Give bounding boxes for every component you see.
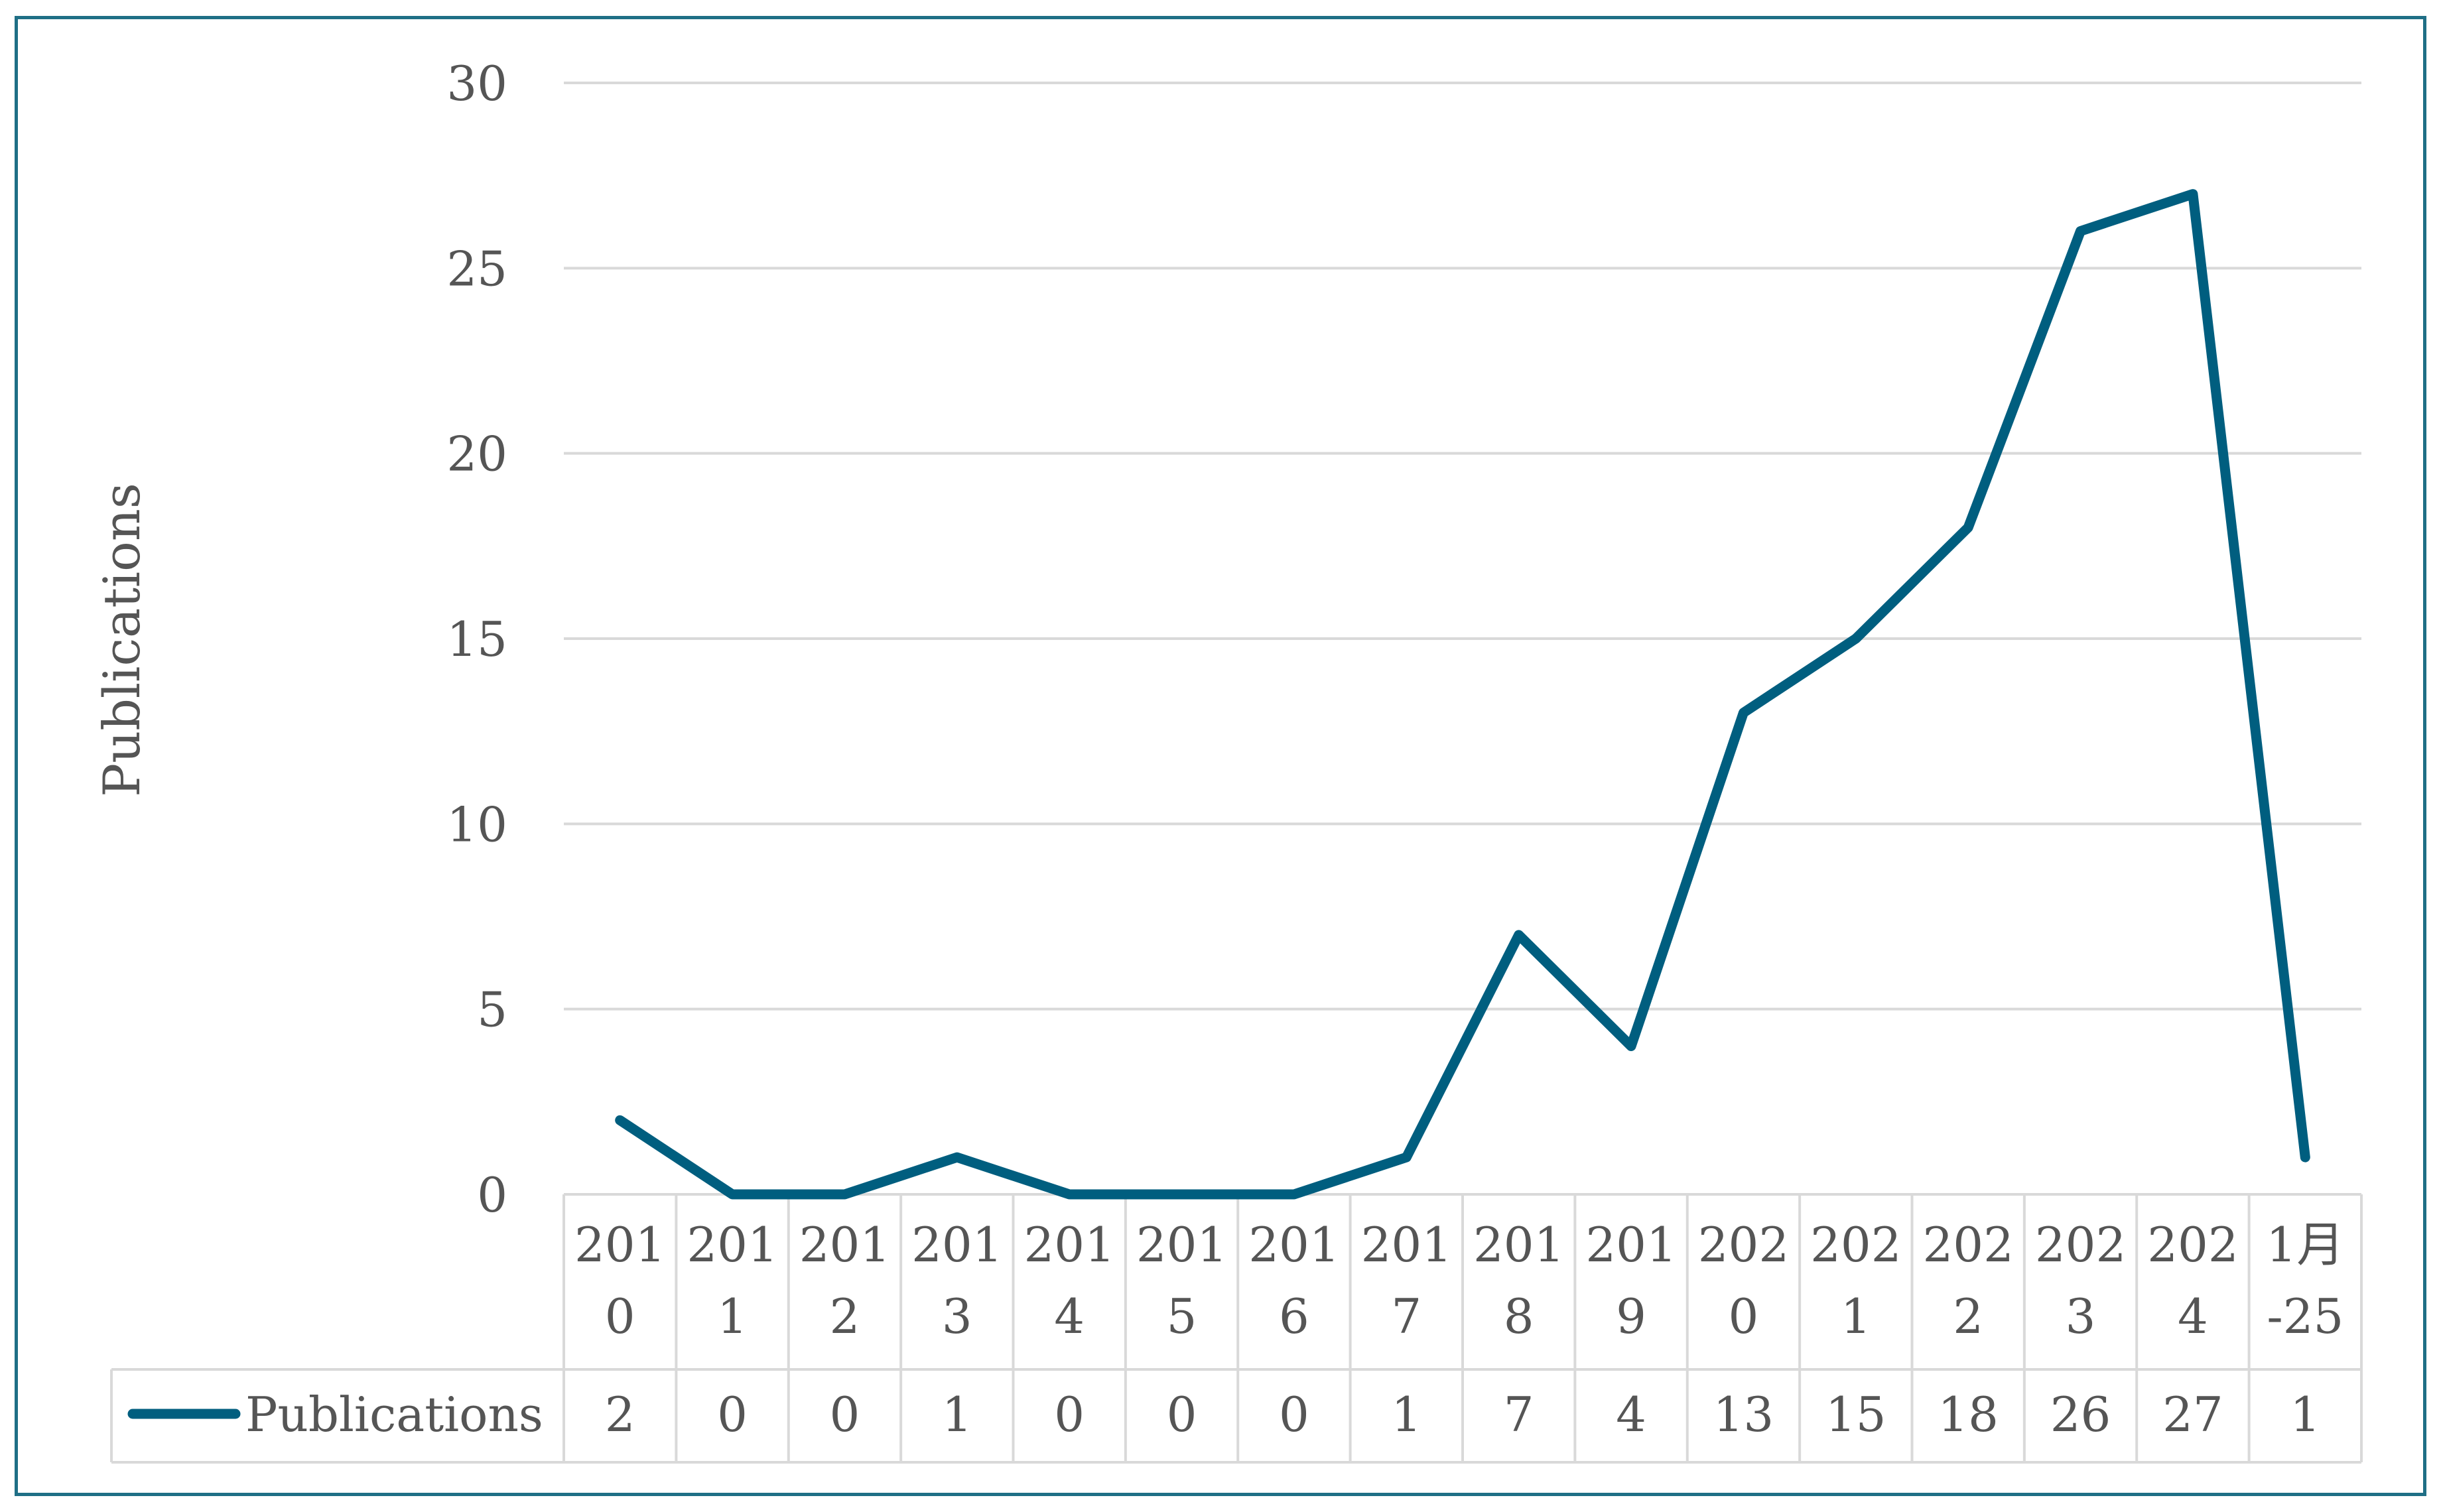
- y-tick-label: 20: [446, 426, 507, 482]
- x-tick-label: 201: [1361, 1217, 1452, 1273]
- x-tick-label: 0: [1729, 1289, 1759, 1344]
- x-tick-label: 1: [1841, 1289, 1871, 1344]
- y-tick-label: 5: [477, 982, 507, 1038]
- data-table-value: 7: [1504, 1387, 1534, 1442]
- x-tick-label: 3: [2066, 1289, 2096, 1344]
- legend-label: Publications: [245, 1387, 543, 1442]
- series-line-group: [615, 189, 2310, 1200]
- data-table-value: 0: [1167, 1387, 1197, 1442]
- x-tick-label: 201: [687, 1217, 777, 1273]
- y-tick-label: 0: [477, 1167, 507, 1223]
- x-tick-label: 4: [1054, 1289, 1085, 1344]
- x-tick-label: 1月: [2266, 1217, 2344, 1273]
- y-tick-label: 30: [446, 56, 507, 111]
- x-tick-label: 4: [2178, 1289, 2208, 1344]
- data-table-value: 4: [1616, 1387, 1646, 1442]
- x-tick-label: -25: [2267, 1289, 2343, 1344]
- y-axis-ticks: 0 5 10 15 20 25 30: [446, 56, 507, 1223]
- data-table-value: 1: [2290, 1387, 2320, 1442]
- y-axis-label: Publications: [92, 483, 151, 797]
- x-tick-label: 2: [1953, 1289, 1983, 1344]
- data-table-value: 0: [1054, 1387, 1085, 1442]
- x-tick-label: 201: [1136, 1217, 1227, 1273]
- data-table-value: 1: [942, 1387, 972, 1442]
- y-tick-label: 25: [446, 241, 507, 296]
- y-tick-label: 10: [446, 796, 507, 852]
- x-tick-label: 1: [717, 1289, 748, 1344]
- x-tick-label: 7: [1391, 1289, 1421, 1344]
- data-table-value: 15: [1825, 1387, 1886, 1442]
- x-tick-label: 8: [1504, 1289, 1534, 1344]
- x-tick-label: 202: [1922, 1217, 2013, 1273]
- series-line-publications: [615, 189, 2310, 1200]
- x-tick-label: 202: [1698, 1217, 1789, 1273]
- x-tick-label: 9: [1616, 1289, 1646, 1344]
- x-tick-label: 201: [1585, 1217, 1676, 1273]
- x-tick-label: 201: [574, 1217, 665, 1273]
- x-tick-label: 0: [605, 1289, 635, 1344]
- x-tick-label: 201: [799, 1217, 890, 1273]
- x-tick-label: 202: [1810, 1217, 1901, 1273]
- x-tick-label: 201: [1023, 1217, 1114, 1273]
- data-table: 2010201120122013201420152016201720182019…: [110, 1193, 2363, 1464]
- x-tick-label: 202: [2035, 1217, 2126, 1273]
- gridlines: [564, 82, 2361, 1011]
- x-tick-label: 2: [830, 1289, 860, 1344]
- data-table-value: 26: [2050, 1387, 2111, 1442]
- data-table-value: 1: [1391, 1387, 1421, 1442]
- data-table-value: 0: [830, 1387, 860, 1442]
- x-tick-label: 201: [911, 1217, 1002, 1273]
- x-tick-label: 5: [1167, 1289, 1197, 1344]
- data-table-value: 2: [605, 1387, 635, 1442]
- data-table-value: 0: [717, 1387, 748, 1442]
- data-table-value: 18: [1938, 1387, 1999, 1442]
- x-tick-label: 201: [1473, 1217, 1564, 1273]
- x-tick-label: 201: [1248, 1217, 1339, 1273]
- y-tick-label: 15: [446, 611, 507, 667]
- x-tick-label: 6: [1279, 1289, 1309, 1344]
- data-table-value: 0: [1279, 1387, 1309, 1442]
- x-tick-label: 202: [2147, 1217, 2238, 1273]
- data-table-value: 27: [2162, 1387, 2223, 1442]
- data-table-value: 13: [1713, 1387, 1774, 1442]
- x-tick-label: 3: [942, 1289, 972, 1344]
